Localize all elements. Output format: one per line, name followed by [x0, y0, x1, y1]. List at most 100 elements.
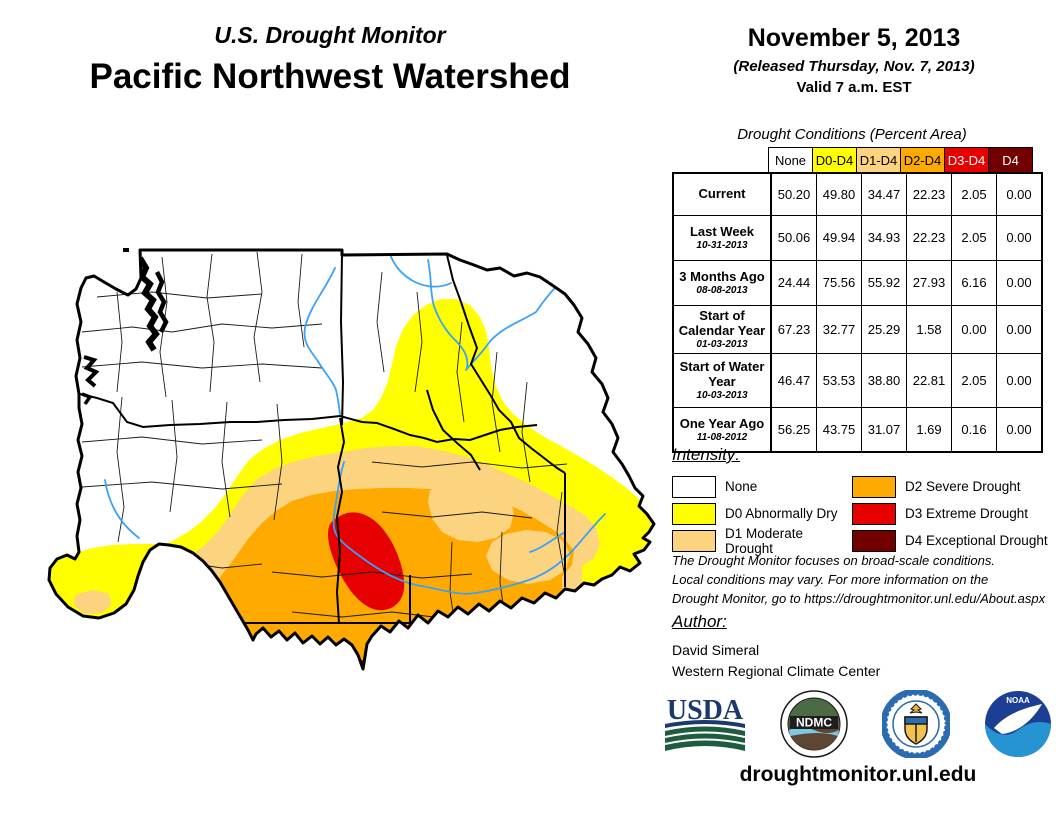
date-block: November 5, 2013 (Released Thursday, Nov…: [668, 24, 1040, 96]
cell-value: 2.05: [951, 352, 997, 408]
id-mt-border: [446, 254, 566, 474]
cell-value: 0.00: [951, 304, 997, 354]
drought-map-svg: [47, 248, 656, 671]
commerce-seal-logo: [882, 690, 950, 758]
row-label: 3 Months Ago: [679, 269, 765, 284]
cell-value: 0.16: [951, 406, 997, 453]
legend-swatch-d2: [852, 475, 896, 498]
table-row: 3 Months Ago 08-08-2013 24.44 75.56 55.92…: [672, 259, 1043, 306]
cell-value: 32.77: [816, 304, 862, 354]
row-label: Start of Calendar Year: [678, 308, 766, 338]
legend-item-d0: D0 Abnormally Dry: [672, 500, 852, 527]
puget-sound: [81, 256, 169, 406]
willamette-river: [104, 479, 140, 539]
col-header-d3d4: D3-D4: [944, 147, 989, 174]
table-row: Start of Calendar Year 01-03-2013 67.23 3…: [672, 304, 1043, 354]
table-title: Drought Conditions (Percent Area): [737, 126, 967, 143]
cell-value: 46.47: [770, 352, 817, 408]
legend-swatch-d1: [672, 529, 716, 552]
report-name: U.S. Drought Monitor: [214, 22, 446, 48]
cell-value: 31.07: [861, 406, 907, 453]
legend-item-d4: D4 Exceptional Drought: [852, 527, 1048, 554]
legend-item-d3: D3 Extreme Drought: [852, 500, 1048, 527]
noaa-logo: NOAA: [985, 691, 1051, 757]
cell-value: 22.23: [906, 214, 952, 261]
agency-logos: USDA NDMC NOAA: [664, 690, 1052, 758]
col-header-d2d4: D2-D4: [900, 147, 945, 174]
cell-value: 1.69: [906, 406, 952, 453]
cell-value: 27.93: [906, 259, 952, 306]
cell-value: 0.00: [996, 172, 1043, 216]
cell-value: 24.44: [770, 259, 817, 306]
cell-value: 53.53: [816, 352, 862, 408]
col-header-d4: D4: [988, 147, 1033, 174]
wa-or-border: [79, 393, 538, 444]
flathead-river: [465, 274, 568, 371]
cell-value: 49.94: [816, 214, 862, 261]
author-org: Western Regional Climate Center: [672, 663, 881, 679]
row-label: One Year Ago: [679, 415, 765, 431]
cell-value: 22.23: [906, 172, 952, 216]
cell-value: 2.05: [951, 172, 997, 216]
cell-value: 67.23: [770, 304, 817, 354]
ndmc-logo: NDMC: [780, 690, 848, 758]
table-row: One Year Ago 11-08-2012 56.25 43.75 31.07…: [672, 406, 1043, 453]
cell-value: 49.80: [816, 172, 862, 216]
table-row: Current 50.20 49.80 34.47 22.23 2.05 0.0…: [672, 172, 1043, 216]
cell-value: 50.20: [770, 172, 817, 216]
cell-value: 34.47: [861, 172, 907, 216]
legend-swatch-d0: [672, 502, 716, 525]
col-header-none: None: [768, 147, 813, 174]
cell-value: 1.58: [906, 304, 952, 354]
state-lines: [79, 253, 566, 624]
cell-value: 55.92: [861, 259, 907, 306]
author-block: Author: David Simeral Western Regional C…: [672, 612, 1044, 682]
usda-logo: USDA: [664, 695, 746, 751]
snake-river: [332, 461, 606, 595]
row-date: 10-03-2013: [696, 390, 748, 401]
valid-time: Valid 7 a.m. EST: [796, 79, 912, 96]
salmon-divide: [426, 389, 481, 471]
intensity-legend: Intensity: None D0 Abnormally Dry D1 Mod…: [672, 445, 1052, 556]
site-url: droughtmonitor.unl.edu: [739, 763, 977, 786]
cell-value: 0.00: [996, 304, 1043, 354]
col-header-d1d4: D1-D4: [856, 147, 901, 174]
table-row: Start of Water Year 10-03-2013 46.47 53.5…: [672, 352, 1043, 408]
row-date: 11-08-2012: [696, 431, 748, 443]
noaa-wordmark: NOAA: [1006, 696, 1030, 705]
col-header-d0d4: D0-D4: [812, 147, 857, 174]
island-mark: [123, 248, 129, 252]
table-row: Last Week 10-31-2013 50.06 49.94 34.93 22…: [672, 214, 1043, 261]
table-header-row: None D0-D4 D1-D4 D2-D4 D3-D4 D4: [768, 147, 1033, 174]
drought-map: [22, 232, 657, 697]
map-title-block: U.S. Drought Monitor Pacific Northwest W…: [0, 22, 660, 97]
drought-conditions-table: Current 50.20 49.80 34.47 22.23 2.05 0.0…: [672, 172, 1043, 453]
legend-item-d1: D1 Moderate Drought: [672, 526, 852, 556]
cell-value: 0.00: [996, 214, 1043, 261]
kootenai-river: [389, 253, 452, 288]
row-date: 08-08-2013: [696, 285, 748, 296]
legend-swatch-d3: [852, 502, 896, 525]
cell-value: 0.00: [996, 259, 1043, 306]
cell-value: 2.05: [951, 214, 997, 261]
cell-value: 50.06: [770, 214, 817, 261]
columbia-river: [303, 267, 341, 415]
legend-swatch-none: [672, 475, 716, 498]
author-heading: Author:: [672, 612, 727, 631]
ndmc-wordmark: NDMC: [796, 716, 832, 730]
author-name: David Simeral: [672, 642, 760, 658]
legend-item-d2: D2 Severe Drought: [852, 473, 1048, 500]
legend-title: Intensity:: [672, 445, 741, 464]
legend-item-none: None: [672, 473, 852, 500]
release-date: (Released Thursday, Nov. 7, 2013): [733, 58, 975, 75]
row-date: 10-31-2013: [696, 240, 748, 251]
legend-swatch-d4: [852, 529, 896, 552]
upper-snake-river: [529, 531, 566, 553]
cell-value: 75.56: [816, 259, 862, 306]
county-lines: [81, 251, 568, 633]
cell-value: 22.81: [906, 352, 952, 408]
map-date: November 5, 2013: [747, 24, 961, 52]
row-label: Start of Water Year: [679, 359, 765, 389]
row-date: 01-03-2013: [696, 339, 748, 350]
